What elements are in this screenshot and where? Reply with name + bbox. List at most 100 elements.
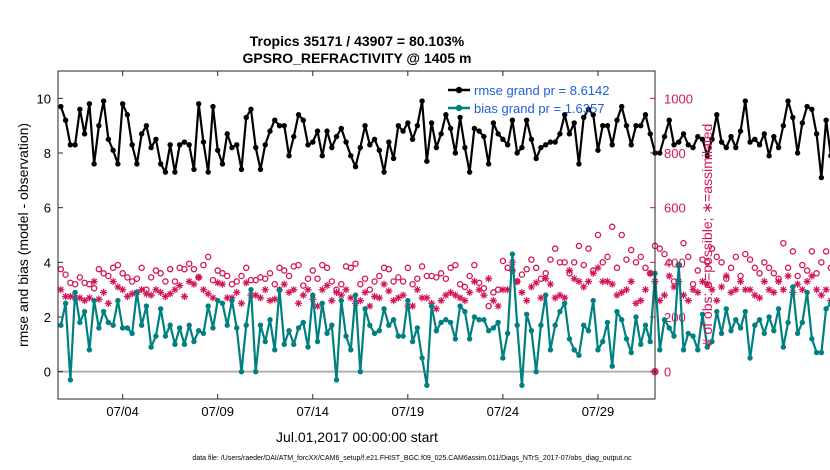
bias-point bbox=[604, 319, 611, 326]
rmse-point bbox=[157, 161, 164, 167]
bias-point bbox=[186, 322, 192, 328]
rmse-point bbox=[338, 125, 344, 132]
rmse-point bbox=[115, 161, 121, 167]
obs-assimilated-point bbox=[447, 288, 455, 296]
bias-point bbox=[371, 330, 378, 337]
obs-assimilated-point bbox=[489, 297, 497, 305]
obs-assimilated-point bbox=[584, 277, 593, 286]
obs-assimilated-point bbox=[713, 297, 721, 305]
obs-possible-point bbox=[808, 248, 816, 255]
obs-possible-point bbox=[818, 259, 825, 266]
rmse-point bbox=[138, 131, 145, 137]
rmse-point bbox=[443, 112, 449, 118]
rmse-point bbox=[400, 128, 406, 134]
obs-possible-point bbox=[190, 265, 198, 273]
bias-point bbox=[433, 327, 440, 334]
rmse-point bbox=[62, 117, 69, 123]
obs-assimilated-point bbox=[779, 286, 787, 294]
rmse-point bbox=[742, 98, 749, 104]
obs-assimilated-point bbox=[684, 297, 692, 305]
obs-possible-point bbox=[813, 270, 820, 277]
rmse-point bbox=[272, 117, 278, 123]
obs-possible-point bbox=[542, 270, 549, 277]
obs-assimilated-point bbox=[185, 277, 193, 286]
rmse-point bbox=[557, 131, 563, 137]
obs-assimilated-point bbox=[523, 297, 531, 305]
obs-assimilated-point bbox=[504, 286, 512, 294]
obs-possible-point bbox=[95, 265, 103, 273]
rmse-point bbox=[86, 101, 93, 107]
rmse-point bbox=[253, 144, 259, 151]
rmse-point bbox=[514, 150, 520, 156]
obs-assimilated-point bbox=[817, 291, 825, 299]
bias-point bbox=[647, 338, 653, 345]
obs-possible-point bbox=[666, 259, 673, 266]
bias-point bbox=[771, 327, 777, 334]
obs-assimilated-point bbox=[252, 291, 260, 299]
rmse-point bbox=[471, 125, 478, 132]
bias-point bbox=[409, 338, 416, 345]
x-tick-label: 07/04 bbox=[106, 404, 139, 419]
plot-frame bbox=[57, 70, 656, 400]
rmse-point bbox=[699, 136, 706, 143]
obs-assimilated-point bbox=[356, 297, 364, 305]
rmse-point bbox=[566, 131, 573, 137]
obs-possible-point bbox=[166, 265, 174, 273]
rmse-point bbox=[647, 131, 653, 137]
obs-possible-point bbox=[532, 264, 540, 272]
obs-assimilated-point bbox=[613, 291, 621, 299]
obs-assimilated-point bbox=[166, 290, 174, 298]
rmse-point bbox=[695, 133, 701, 140]
rmse-point bbox=[58, 103, 64, 110]
rmse-point bbox=[519, 144, 525, 151]
rmse-point bbox=[409, 136, 416, 143]
rmse-point bbox=[666, 117, 672, 123]
rmse-point bbox=[295, 112, 302, 118]
obs-possible-point bbox=[761, 259, 768, 266]
obs-assimilated-point bbox=[646, 269, 654, 277]
obs-possible-point bbox=[566, 270, 573, 277]
obs-assimilated-point bbox=[746, 286, 754, 294]
obs-assimilated-point bbox=[760, 277, 768, 286]
bias-point bbox=[319, 300, 325, 307]
chart-subtitle: GPSRO_REFRACTIVITY @ 1405 m bbox=[243, 50, 472, 66]
obs-possible-point bbox=[632, 259, 640, 266]
bias-point bbox=[581, 322, 587, 328]
obs-possible-point bbox=[138, 264, 145, 272]
obs-possible-point bbox=[90, 285, 98, 292]
obs-assimilated-point bbox=[104, 299, 112, 307]
obs-possible-point bbox=[300, 282, 307, 289]
obs-assimilated-point bbox=[798, 286, 806, 294]
obs-assimilated-point bbox=[665, 272, 673, 280]
rmse-point bbox=[447, 125, 454, 132]
chart-title: Tropics 35171 / 43907 = 80.103% bbox=[250, 33, 465, 49]
rmse-point bbox=[352, 163, 359, 170]
obs-assimilated-point bbox=[656, 297, 664, 305]
obs-assimilated-point bbox=[347, 294, 355, 302]
rmse-point bbox=[462, 144, 468, 151]
obs-possible-point bbox=[147, 274, 155, 281]
rmse-point bbox=[305, 142, 311, 148]
obs-assimilated-point bbox=[437, 297, 445, 305]
obs-possible-point bbox=[143, 286, 150, 293]
rmse-point bbox=[205, 169, 211, 175]
obs-possible-point bbox=[233, 278, 240, 285]
obs-possible-point bbox=[699, 256, 706, 263]
bias-point bbox=[533, 368, 539, 375]
obs-assimilated-point bbox=[237, 299, 246, 307]
bias-point bbox=[685, 330, 691, 337]
obs-possible-point bbox=[309, 267, 317, 274]
rmse-point bbox=[709, 136, 715, 143]
rmse-point bbox=[381, 169, 387, 175]
obs-assimilated-point bbox=[518, 288, 526, 296]
obs-possible-point bbox=[323, 264, 331, 272]
rmse-point bbox=[324, 128, 330, 134]
bias-point bbox=[195, 327, 202, 334]
obs-possible-point bbox=[100, 270, 107, 277]
x-tick-label: 07/24 bbox=[487, 404, 520, 419]
bias-point bbox=[381, 306, 387, 312]
bias-point bbox=[267, 317, 273, 323]
obs-assimilated-point bbox=[451, 291, 459, 299]
rmse-point bbox=[257, 166, 264, 173]
obs-possible-point bbox=[195, 274, 202, 281]
